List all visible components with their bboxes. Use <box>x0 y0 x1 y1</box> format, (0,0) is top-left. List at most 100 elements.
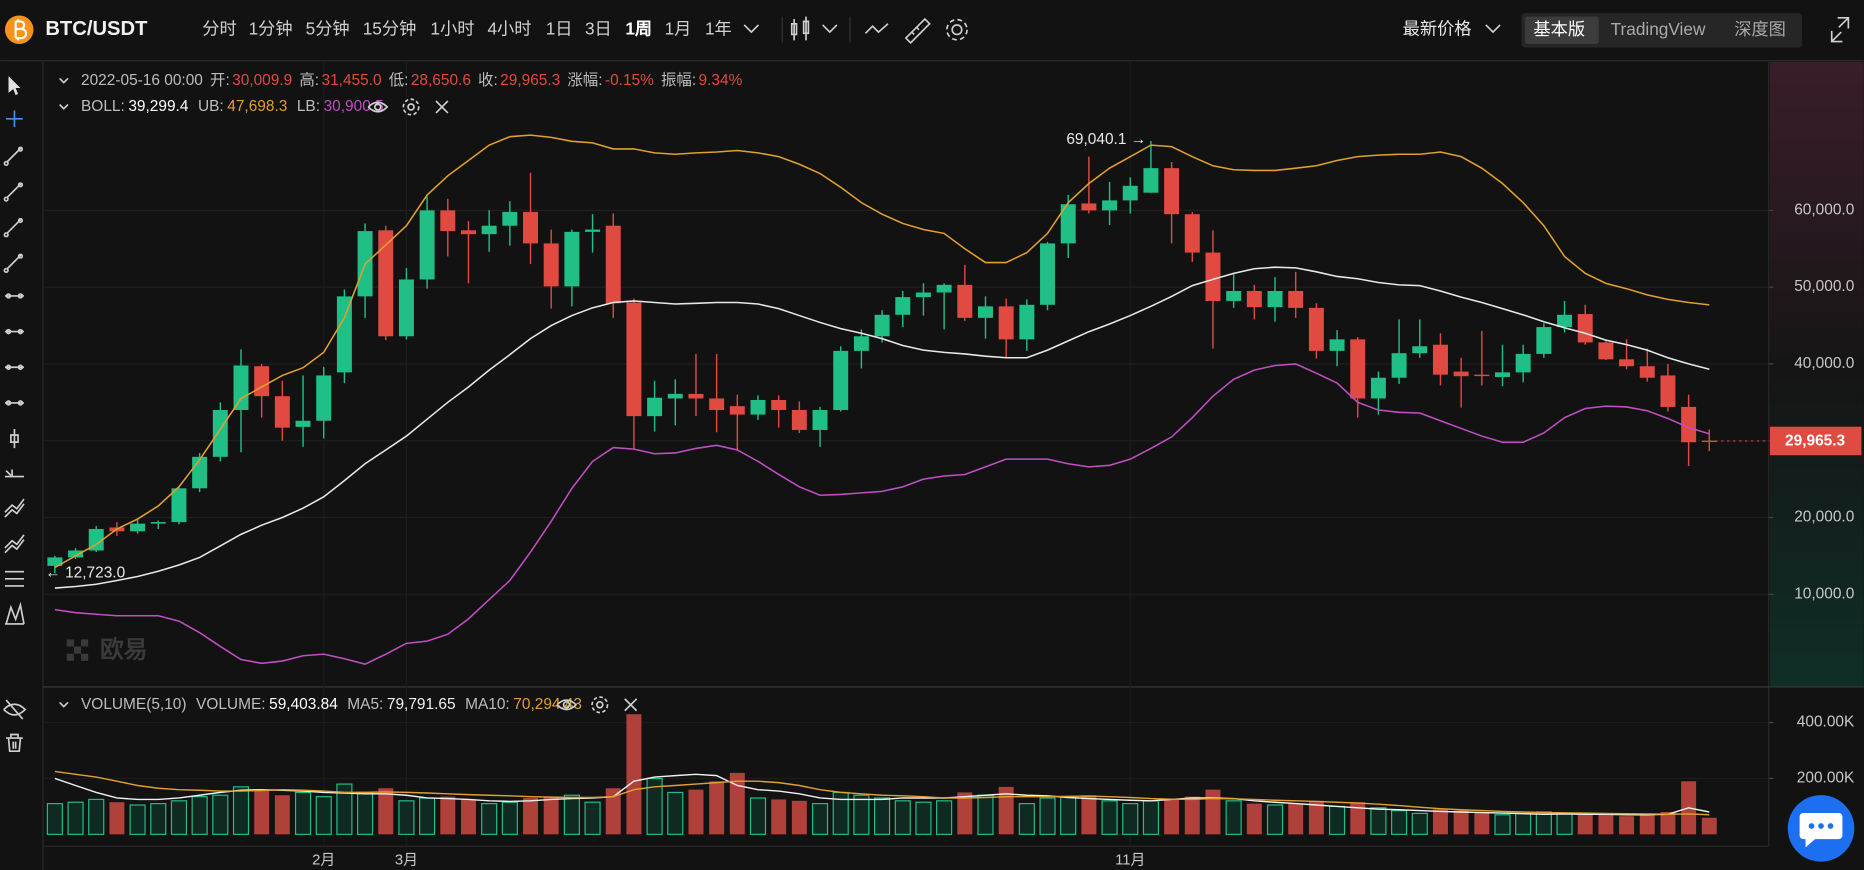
toggle-visibility[interactable] <box>367 101 389 113</box>
interval[interactable]: 4小时 <box>487 18 531 38</box>
interval[interactable]: 1年 <box>705 18 732 38</box>
price-type[interactable]: 最新价格 <box>1403 18 1472 38</box>
draw-tool[interactable] <box>4 570 24 587</box>
volume-bar <box>977 794 994 835</box>
candle-type-icon[interactable] <box>790 16 810 41</box>
candle-body <box>915 292 931 298</box>
draw-tool[interactable] <box>3 253 23 273</box>
interval[interactable]: 1分钟 <box>249 18 293 38</box>
volume-bar <box>1494 814 1511 835</box>
candle-body <box>1143 168 1159 193</box>
y-tick-label: 50,000.0 <box>1794 278 1854 295</box>
price-type-more[interactable] <box>1485 24 1501 34</box>
volume-bar <box>378 788 394 835</box>
indicator-icon[interactable] <box>864 23 889 34</box>
candle-body <box>233 365 249 410</box>
volume-bar <box>605 788 621 835</box>
info-text: LB: <box>297 98 320 115</box>
settings-icon[interactable] <box>946 18 968 41</box>
interval-more[interactable] <box>743 24 760 34</box>
boll-line <box>54 363 1710 665</box>
draw-tool[interactable] <box>3 146 23 166</box>
crosshair-tool[interactable] <box>6 110 23 128</box>
info-text: 30,900.5 <box>324 98 384 115</box>
volume-bar <box>1598 814 1614 835</box>
interval[interactable]: 3日 <box>585 18 612 38</box>
volume-bar <box>1246 803 1262 835</box>
volume-bar <box>1039 797 1056 835</box>
candle-body <box>502 211 518 226</box>
volume-bar <box>936 800 953 835</box>
view-tab[interactable]: 基本版 <box>1533 19 1585 39</box>
info-text: VOLUME(5,10) <box>81 696 187 713</box>
collapse-toggle[interactable] <box>59 104 69 110</box>
candle-body <box>1350 339 1366 399</box>
volume-bar <box>563 794 580 835</box>
volume-bar <box>440 796 456 835</box>
indicator-settings[interactable] <box>402 98 420 116</box>
draw-tool[interactable] <box>4 364 24 370</box>
candle-body <box>543 243 559 287</box>
candle-body <box>1081 203 1097 211</box>
candle-body <box>1412 346 1428 354</box>
collapse-toggle[interactable] <box>59 701 69 708</box>
candle-type-more[interactable] <box>822 24 838 34</box>
fullscreen-icon[interactable] <box>1830 16 1850 43</box>
cursor-tool[interactable] <box>8 76 21 96</box>
candle-body <box>378 230 394 337</box>
volume-bar <box>1018 803 1035 835</box>
volume-bar <box>811 803 829 835</box>
candle-body <box>1060 204 1076 244</box>
candle-body <box>1557 314 1573 328</box>
watermark: 欧易 <box>100 636 148 664</box>
candle-body <box>1226 290 1242 301</box>
indicator-close[interactable] <box>435 100 449 114</box>
candle-body <box>1681 406 1697 443</box>
interval[interactable]: 分时 <box>202 18 236 38</box>
info-text: 涨幅: <box>567 71 602 89</box>
candle-body <box>1308 307 1324 351</box>
toggle-visibility[interactable] <box>556 699 578 711</box>
ruler-icon[interactable] <box>904 17 931 44</box>
volume-bar <box>1288 803 1304 835</box>
indicator-settings[interactable] <box>591 696 609 714</box>
delete-drawings-tool[interactable] <box>6 733 23 752</box>
info-text: -0.15% <box>605 72 654 89</box>
draw-tool[interactable] <box>4 400 24 406</box>
indicator-settings-core[interactable] <box>595 700 604 709</box>
interval[interactable]: 1周 <box>625 18 652 38</box>
draw-tool[interactable] <box>3 182 23 202</box>
candle-body <box>1122 185 1138 201</box>
indicator-settings-core[interactable] <box>407 103 415 111</box>
symbol[interactable]: BTC/USDT <box>45 18 148 40</box>
volume-bar <box>1474 811 1490 835</box>
draw-tool[interactable] <box>3 217 23 238</box>
volume-bar <box>88 798 105 835</box>
candle-body <box>791 409 807 430</box>
interval[interactable]: 1小时 <box>430 18 474 38</box>
candle-body <box>1205 252 1221 301</box>
interval[interactable]: 1日 <box>546 18 573 38</box>
draw-tool[interactable] <box>10 429 19 449</box>
candle-body <box>1288 290 1304 308</box>
volume-bar <box>1266 804 1284 835</box>
interval[interactable]: 5分钟 <box>306 18 350 38</box>
draw-tool[interactable] <box>4 534 25 554</box>
hide-drawings-tool[interactable] <box>3 699 27 720</box>
draw-tool[interactable] <box>4 469 24 478</box>
collapse-toggle[interactable] <box>59 77 69 84</box>
candle-body <box>1391 353 1407 378</box>
view-tab[interactable]: 深度图 <box>1734 19 1786 39</box>
interval[interactable]: 15分钟 <box>363 18 417 38</box>
indicator-close[interactable] <box>624 698 638 712</box>
draw-tool[interactable] <box>4 498 25 518</box>
view-tab[interactable]: TradingView <box>1611 19 1706 39</box>
draw-tool[interactable] <box>4 328 24 335</box>
volume-bar <box>315 796 332 835</box>
info-text: BOLL: <box>81 98 125 115</box>
volume-bar <box>1142 800 1160 835</box>
draw-tool[interactable] <box>4 601 25 625</box>
interval[interactable]: 1月 <box>665 18 692 38</box>
info-text: 79,791.65 <box>387 696 456 713</box>
draw-tool[interactable] <box>4 293 24 299</box>
